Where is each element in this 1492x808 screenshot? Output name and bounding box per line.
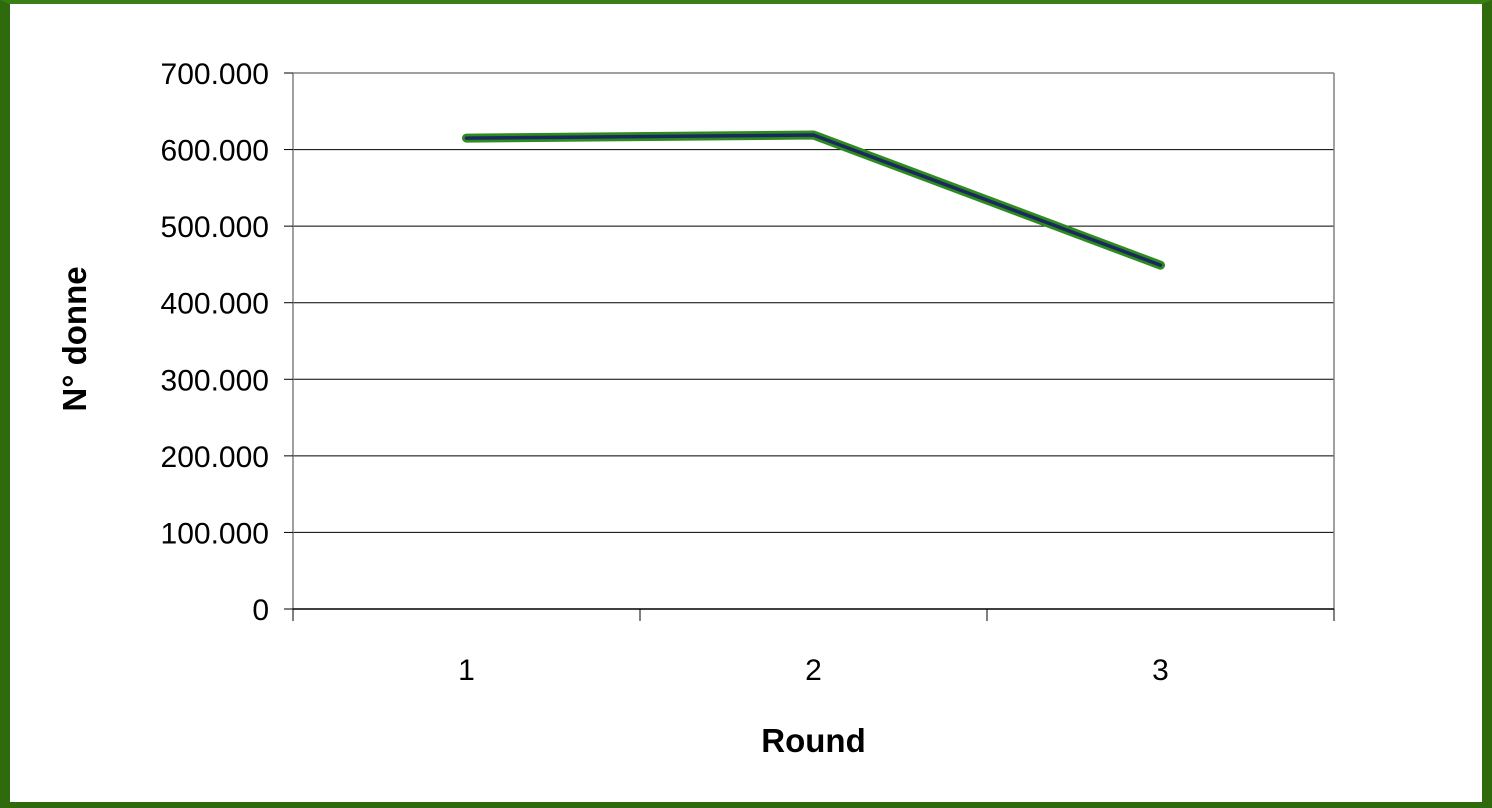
y-axis-ticks: 0 100.000 200.000 300.000 400.000 500.000 600.… [161,58,293,627]
axes [292,72,1335,610]
y-tick-label: 500.000 [161,211,269,244]
x-tick-label: 2 [805,654,822,687]
y-tick-label: 100.000 [161,517,269,550]
y-tick-label: 400.000 [161,288,269,321]
y-tick-label: 300.000 [161,364,269,397]
series-line [464,133,1163,267]
y-tick-label: 200.000 [161,441,269,474]
x-tick-label: 1 [458,654,475,687]
x-tick-label: 3 [1152,654,1169,687]
y-tick-label: 600.000 [161,135,269,168]
gridlines [293,72,1334,533]
series-line-outline [462,130,1165,270]
y-tick-label: 700.000 [161,58,269,91]
x-axis-ticks: 1 2 3 [292,609,1335,687]
y-tick-label: 0 [252,594,269,627]
x-axis-title: Round [761,722,865,759]
y-axis-title: N° donne [56,266,93,411]
series-layer [462,130,1165,270]
